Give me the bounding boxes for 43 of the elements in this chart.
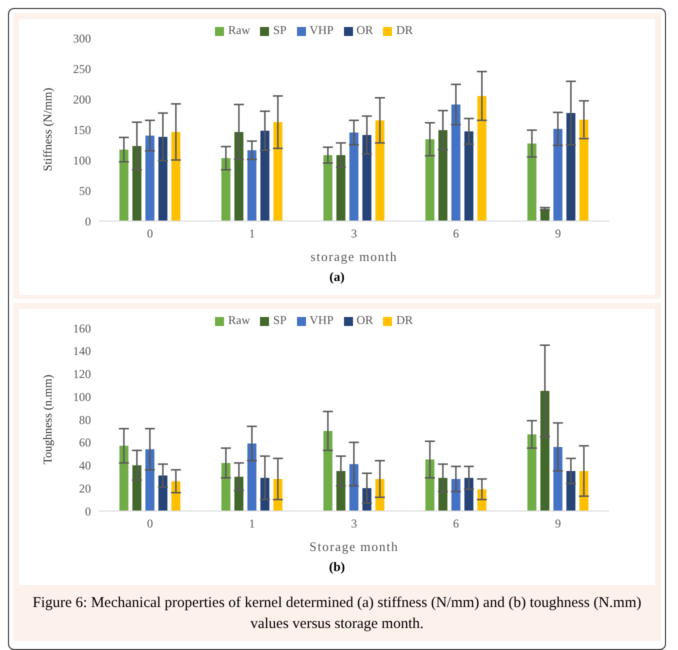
legend-label: Raw — [228, 23, 250, 37]
x-tick-label: 6 — [453, 516, 459, 531]
x-tick-label: 1 — [249, 226, 255, 241]
legend-label: OR — [356, 313, 374, 327]
y-tick-label: 0 — [85, 214, 91, 228]
legend-label: DR — [396, 313, 413, 327]
y-tick-label: 300 — [73, 31, 91, 46]
legend-label: VHP — [310, 313, 334, 327]
x-tick-label: 0 — [147, 516, 153, 531]
y-tick-label: 60 — [79, 436, 91, 450]
x-tick-label: 1 — [249, 516, 255, 531]
text: (a) — [328, 269, 346, 286]
x-axis-title: storage month — [310, 249, 398, 264]
x-tick-label: 3 — [351, 516, 357, 531]
y-tick-label: 100 — [73, 153, 91, 168]
y-tick-label: 150 — [73, 122, 91, 137]
y-tick-label: 50 — [79, 184, 91, 198]
legend-label: SP — [273, 313, 286, 327]
y-tick-label: 20 — [79, 481, 91, 496]
y-tick-label: 100 — [73, 390, 91, 404]
caption: Figure 6: Mechanical properties of kernel determined (a) stiffness (N/mm) and (b) toughness (N.mm) values versus storage month. — [32, 594, 642, 634]
x-tick-label: 9 — [555, 226, 561, 241]
y-tick-label: 140 — [73, 344, 91, 358]
legend-label: Raw — [228, 313, 250, 327]
y-axis-title: Stiffness (N/mm) — [40, 88, 54, 172]
x-tick-label: 3 — [351, 226, 357, 241]
y-tick-label: 40 — [79, 458, 91, 473]
x-tick-label: 0 — [147, 226, 153, 241]
y-tick-label: 80 — [79, 412, 91, 427]
y-tick-label: 200 — [73, 92, 91, 106]
y-tick-label: 250 — [73, 62, 91, 76]
legend-label: OR — [356, 23, 374, 37]
x-axis-title: Storage month — [309, 539, 399, 554]
x-tick-label: 9 — [555, 516, 561, 531]
y-tick-label: 120 — [73, 367, 91, 382]
y-tick-label: 0 — [85, 504, 91, 518]
x-tick-label: 6 — [453, 226, 459, 241]
legend-label: SP — [273, 23, 286, 37]
text: (b) — [328, 559, 346, 576]
legend-label: VHP — [310, 23, 334, 37]
y-tick-label: 160 — [73, 321, 91, 336]
y-axis-title: Toughness (n.mm) — [40, 374, 54, 464]
legend-label: DR — [396, 23, 413, 37]
